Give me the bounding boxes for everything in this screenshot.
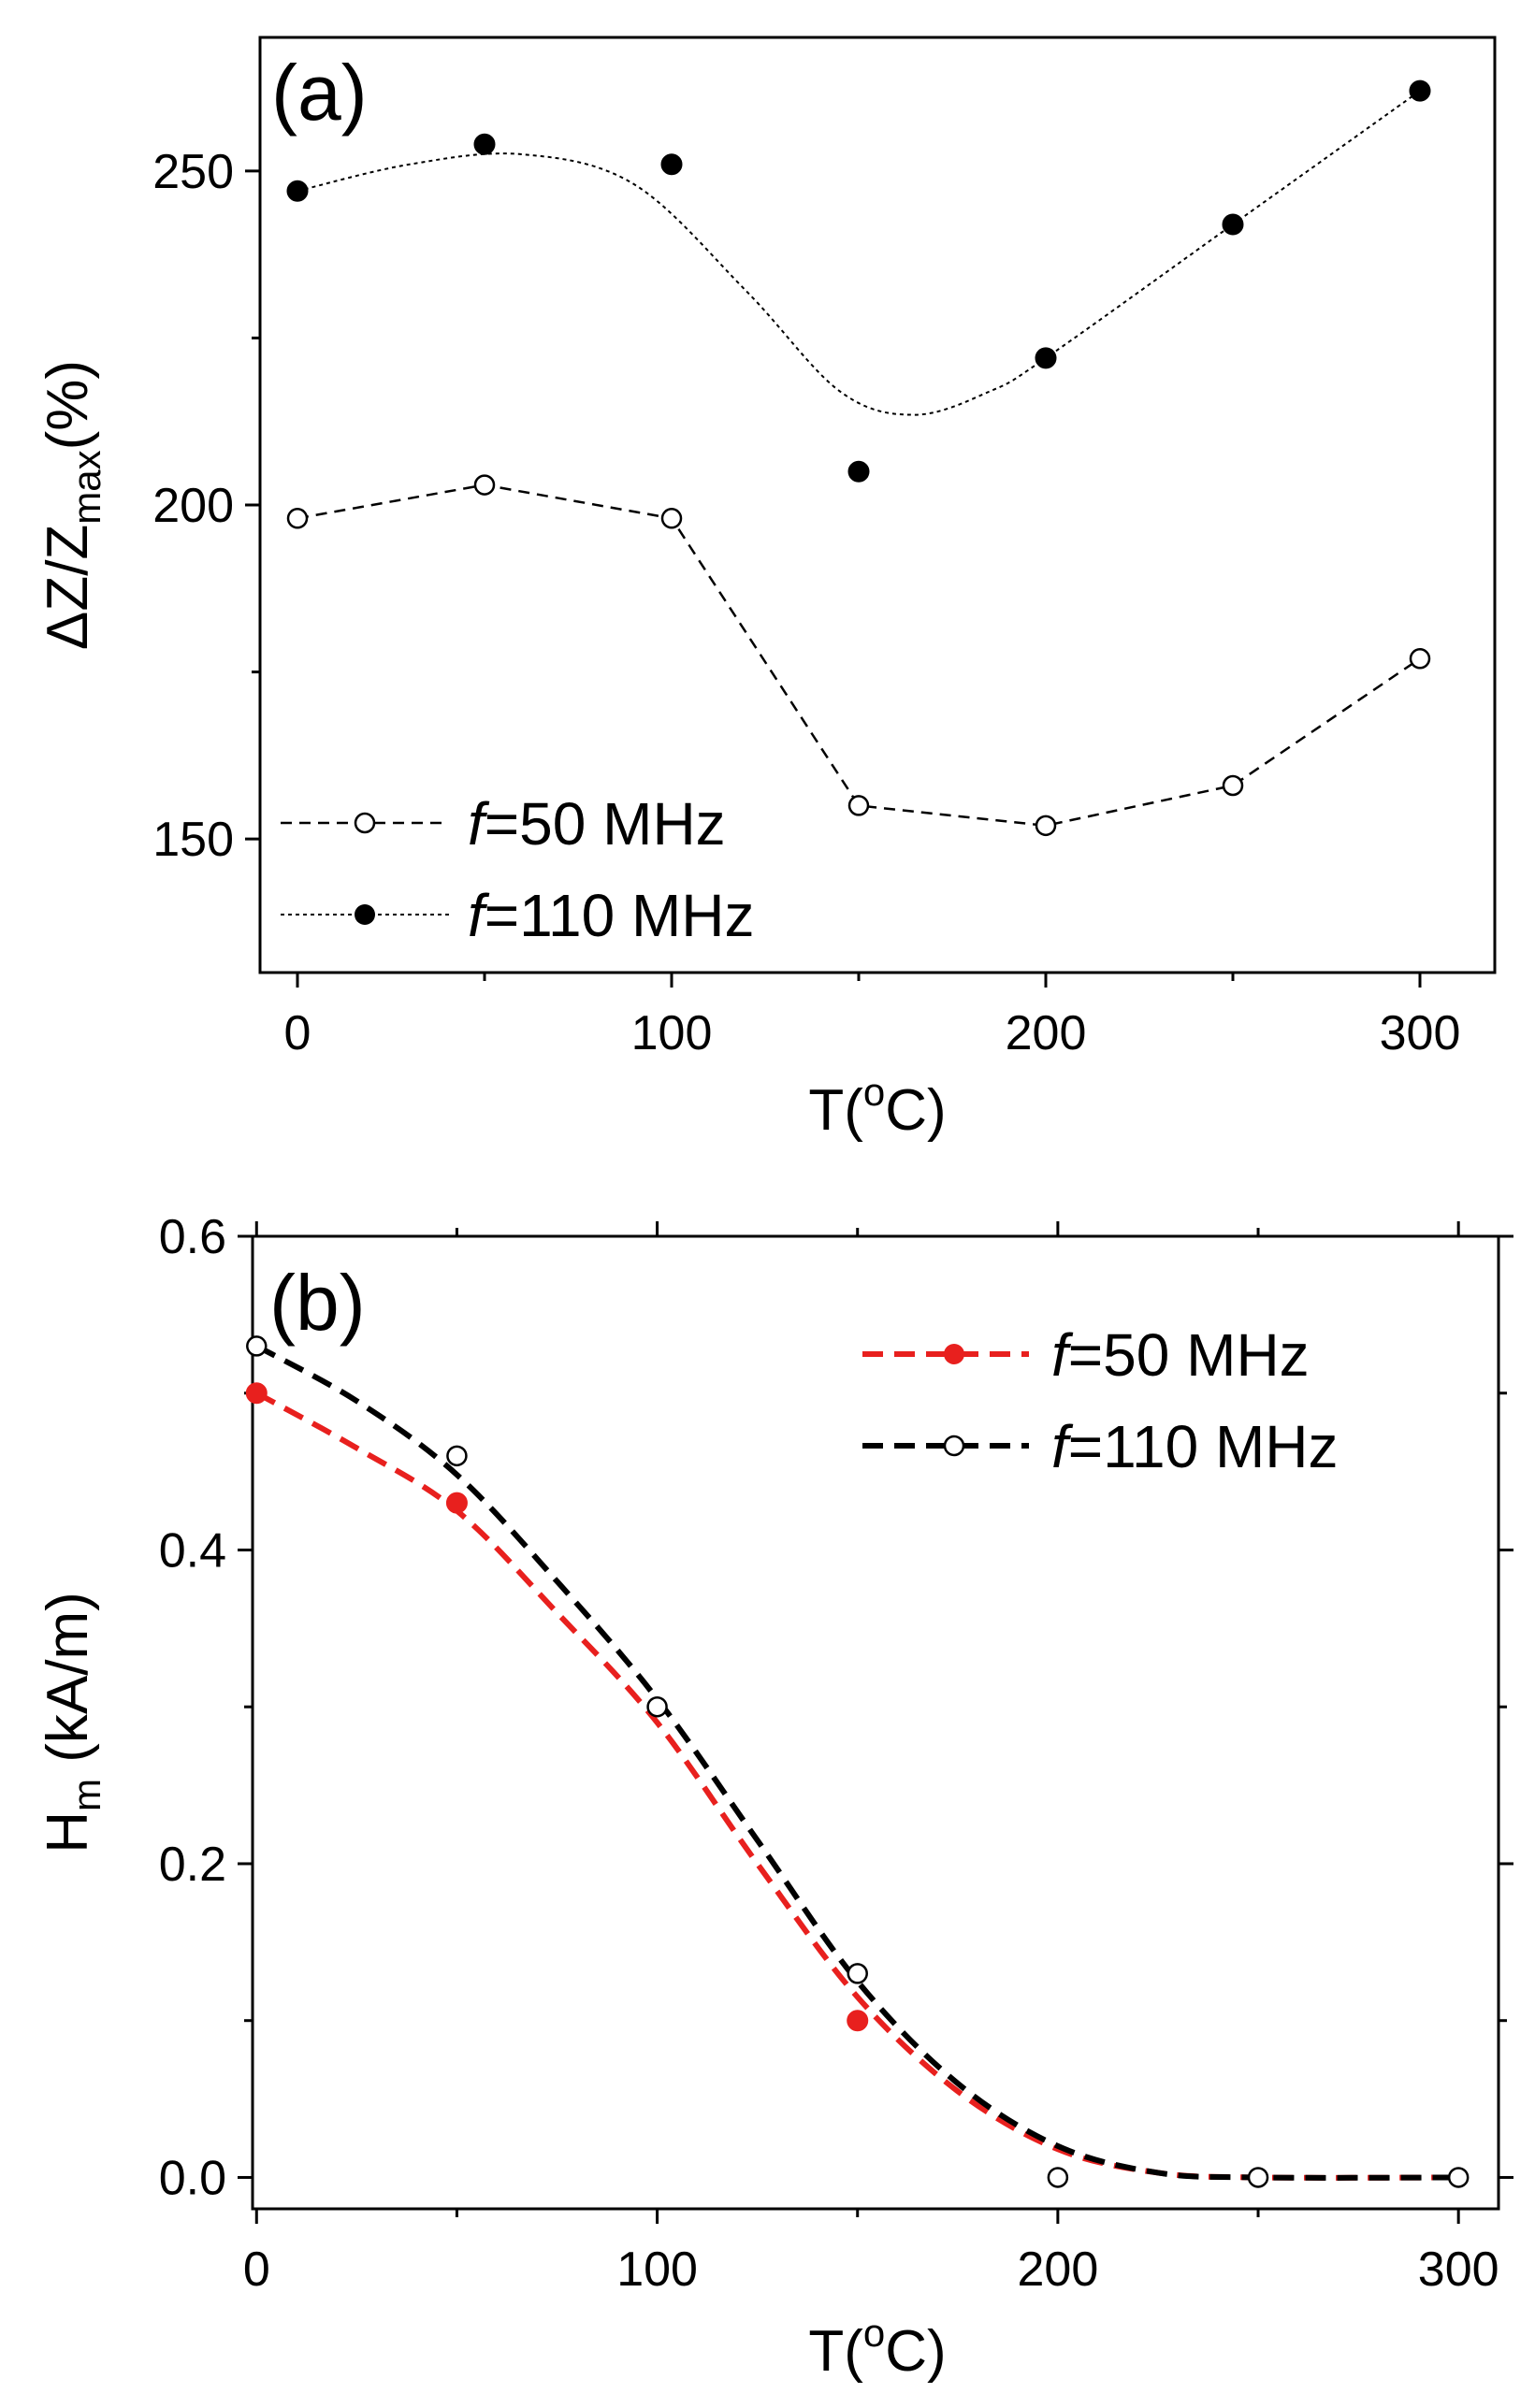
x-tick-label: 100 [616,2242,698,2297]
panel-a-tick-labels: 0 100 200 300 150 200 250 [152,145,1460,1060]
panel-b-legend: f=50 MHz f=110 MHz [862,1321,1339,1480]
panel-a-ticks [245,169,1422,988]
x-tick-label: 0 [243,2242,270,2297]
panel-a-y-axis-title: ΔZ/Zmax(%) [36,360,109,650]
x-tick-label: 300 [1418,2242,1499,2297]
legend-entry-b-50mhz: f=50 MHz [862,1321,1310,1389]
panel-a-x-axis-title: T(oC) [808,1070,946,1143]
data-point [847,460,870,483]
series-line-2 [254,1343,1459,2181]
x-tick-label: 0 [284,1006,311,1060]
svg-text:f=110 MHz: f=110 MHz [1051,1413,1339,1480]
data-point [1447,2167,1470,2188]
data-point [847,2010,869,2032]
data-point [286,508,309,529]
data-point [446,1445,468,1467]
panel-a-series-lines [297,90,1421,828]
data-point [1409,79,1431,102]
panel-a-legend: f=50 MHz f=110 MHz [281,790,755,949]
panel-b-label: (b) [269,1259,366,1347]
legend-entry-b-110mhz: f=110 MHz [862,1413,1339,1480]
y-tick-label: 150 [152,813,234,867]
svg-text:f=50 MHz: f=50 MHz [1051,1321,1310,1389]
data-point [847,1963,868,1984]
y-tick-label: 0.4 [159,1523,226,1578]
panel-a-plot-frame [258,36,1497,974]
data-point [473,133,496,155]
panel-a: 0 100 200 300 150 200 250 (a) ΔZ/Zmax(%) T(oC)… [36,36,1497,1143]
data-point [1035,815,1057,837]
panel-a-label: (a) [271,49,368,137]
panel-b-plot-frame [251,1234,1500,2211]
panel-b-y-axis-title: Hm (kA/m) [36,1592,109,1853]
y-tick-label: 0.2 [159,1838,226,1892]
data-point [286,180,309,202]
data-point [473,474,496,496]
data-point [1222,213,1244,236]
series-line-2 [297,90,1421,416]
y-tick-label: 250 [152,145,234,199]
x-tick-label: 100 [631,1006,713,1060]
data-point [245,1382,268,1405]
panel-a-data-points [286,79,1431,837]
panel-b-tick-labels: 0 100 200 300 0.0 0.2 0.4 0.6 [159,1210,1499,2297]
legend-entry-a-110mhz: f=110 MHz [281,882,755,949]
data-point [660,153,683,176]
y-tick-label: 200 [152,479,234,533]
data-point [646,1695,668,1718]
data-point [1047,2167,1069,2188]
data-point [1222,774,1244,797]
data-point [246,1335,268,1357]
series-line-1 [297,483,1421,828]
data-point [445,1492,468,1514]
panel-b-data-points [245,1335,1470,2188]
data-point [1409,648,1431,670]
panel-b-ticks [238,1221,1513,2224]
svg-text:f=110 MHz: f=110 MHz [468,882,755,949]
series-line-1 [254,1391,1459,2181]
data-point [847,795,870,816]
svg-text:f=50 MHz: f=50 MHz [468,790,726,858]
legend-entry-a-50mhz: f=50 MHz [281,790,726,858]
x-tick-label: 200 [1006,1006,1087,1060]
panel-b: 0 100 200 300 0.0 0.2 0.4 0.6 (b) Hm (kA/m) T(o… [36,1210,1513,2384]
y-tick-label: 0.6 [159,1210,226,1264]
y-tick-label: 0.0 [159,2151,226,2205]
x-tick-label: 300 [1380,1006,1461,1060]
panel-b-x-axis-title: T(oC) [808,2311,946,2384]
data-point [660,508,683,529]
data-point [1035,347,1057,369]
x-tick-label: 200 [1017,2242,1098,2297]
data-point [1247,2167,1269,2188]
